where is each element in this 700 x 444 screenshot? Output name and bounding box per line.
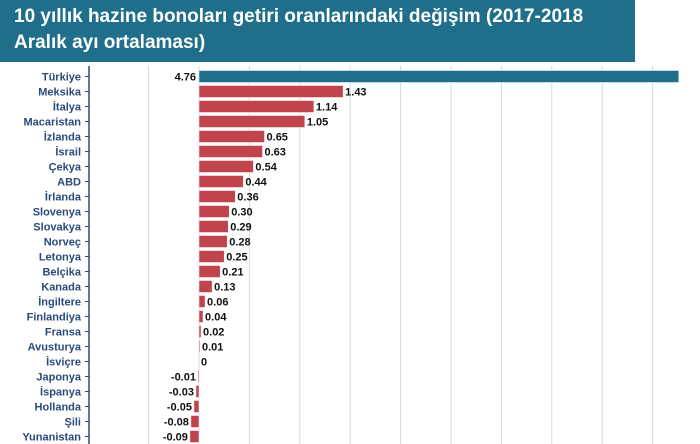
value-label: -0.09 xyxy=(163,432,188,444)
bar xyxy=(198,280,213,293)
value-label: 0.44 xyxy=(245,177,267,189)
bar xyxy=(198,220,229,233)
value-label: 0.04 xyxy=(205,312,227,324)
category-label: Şili xyxy=(64,417,81,429)
value-label: 1.14 xyxy=(316,102,338,114)
value-label: 0.65 xyxy=(267,132,288,144)
category-label: Japonya xyxy=(36,372,82,384)
category-label: Hollanda xyxy=(35,402,82,414)
bar xyxy=(193,400,200,413)
value-label: -0.08 xyxy=(164,417,189,429)
bar xyxy=(197,370,200,383)
bar xyxy=(198,235,228,248)
bar xyxy=(195,385,200,398)
value-label: 0.28 xyxy=(229,237,250,249)
chart-title: 10 yıllık hazine bonoları getiri oranlar… xyxy=(14,6,584,53)
category-label: İspanya xyxy=(40,386,82,399)
category-label: Avusturya xyxy=(28,342,82,354)
value-label: 0.54 xyxy=(255,162,277,174)
value-label: 1.05 xyxy=(307,117,328,129)
value-label: 0 xyxy=(201,357,207,369)
value-label: 0.21 xyxy=(222,267,243,279)
bar xyxy=(198,115,306,128)
bar xyxy=(198,85,344,98)
value-label: 1.43 xyxy=(345,87,366,99)
value-label: -0.01 xyxy=(171,372,196,384)
bar xyxy=(198,250,225,263)
title-banner: 10 yıllık hazine bonoları getiri oranlar… xyxy=(0,0,635,62)
bar xyxy=(198,205,230,218)
category-label: İngiltere xyxy=(38,296,81,309)
category-label: İrlanda xyxy=(45,191,82,204)
category-label: Yunanistan xyxy=(22,432,81,444)
bar xyxy=(198,70,680,83)
bar xyxy=(198,160,254,173)
bar xyxy=(198,340,201,353)
category-label: ABD xyxy=(57,177,81,189)
category-label: Norveç xyxy=(44,237,81,249)
category-label: Letonya xyxy=(39,252,82,264)
value-label: 0.36 xyxy=(237,192,258,204)
bar xyxy=(190,415,200,428)
bar xyxy=(198,100,315,113)
category-label: Belçika xyxy=(42,267,81,279)
bar xyxy=(198,265,221,278)
category-label: İsviçre xyxy=(46,356,81,369)
value-label: 0.63 xyxy=(265,147,286,159)
category-label: Çekya xyxy=(49,162,82,174)
category-label: İtalya xyxy=(53,101,82,114)
bar xyxy=(198,190,236,203)
bar xyxy=(198,175,244,188)
value-label: -0.03 xyxy=(169,387,194,399)
category-label: İsrail xyxy=(55,146,81,159)
bar xyxy=(198,145,263,158)
category-label: Meksika xyxy=(38,87,82,99)
value-label: 0.30 xyxy=(231,207,252,219)
bar xyxy=(198,325,202,338)
category-label: Kanada xyxy=(41,282,82,294)
category-label: Fransa xyxy=(45,327,82,339)
category-label: İzlanda xyxy=(44,131,82,144)
category-label: Finlandiya xyxy=(27,312,82,324)
value-label: 0.13 xyxy=(214,282,235,294)
bar xyxy=(198,295,206,308)
bar xyxy=(189,430,200,443)
bar xyxy=(198,310,204,323)
bar xyxy=(198,130,265,143)
value-label: 0.01 xyxy=(202,342,223,354)
category-label: Slovenya xyxy=(33,207,82,219)
value-label: 0.29 xyxy=(230,222,251,234)
category-label: Türkiye xyxy=(42,72,81,84)
value-label: 0.06 xyxy=(207,297,228,309)
value-label: -0.05 xyxy=(167,402,192,414)
category-label: Slovakya xyxy=(33,222,82,234)
value-label: 4.76 xyxy=(175,72,196,84)
value-label: 0.02 xyxy=(203,327,224,339)
value-label: 0.25 xyxy=(226,252,247,264)
category-label: Macaristan xyxy=(24,117,82,129)
